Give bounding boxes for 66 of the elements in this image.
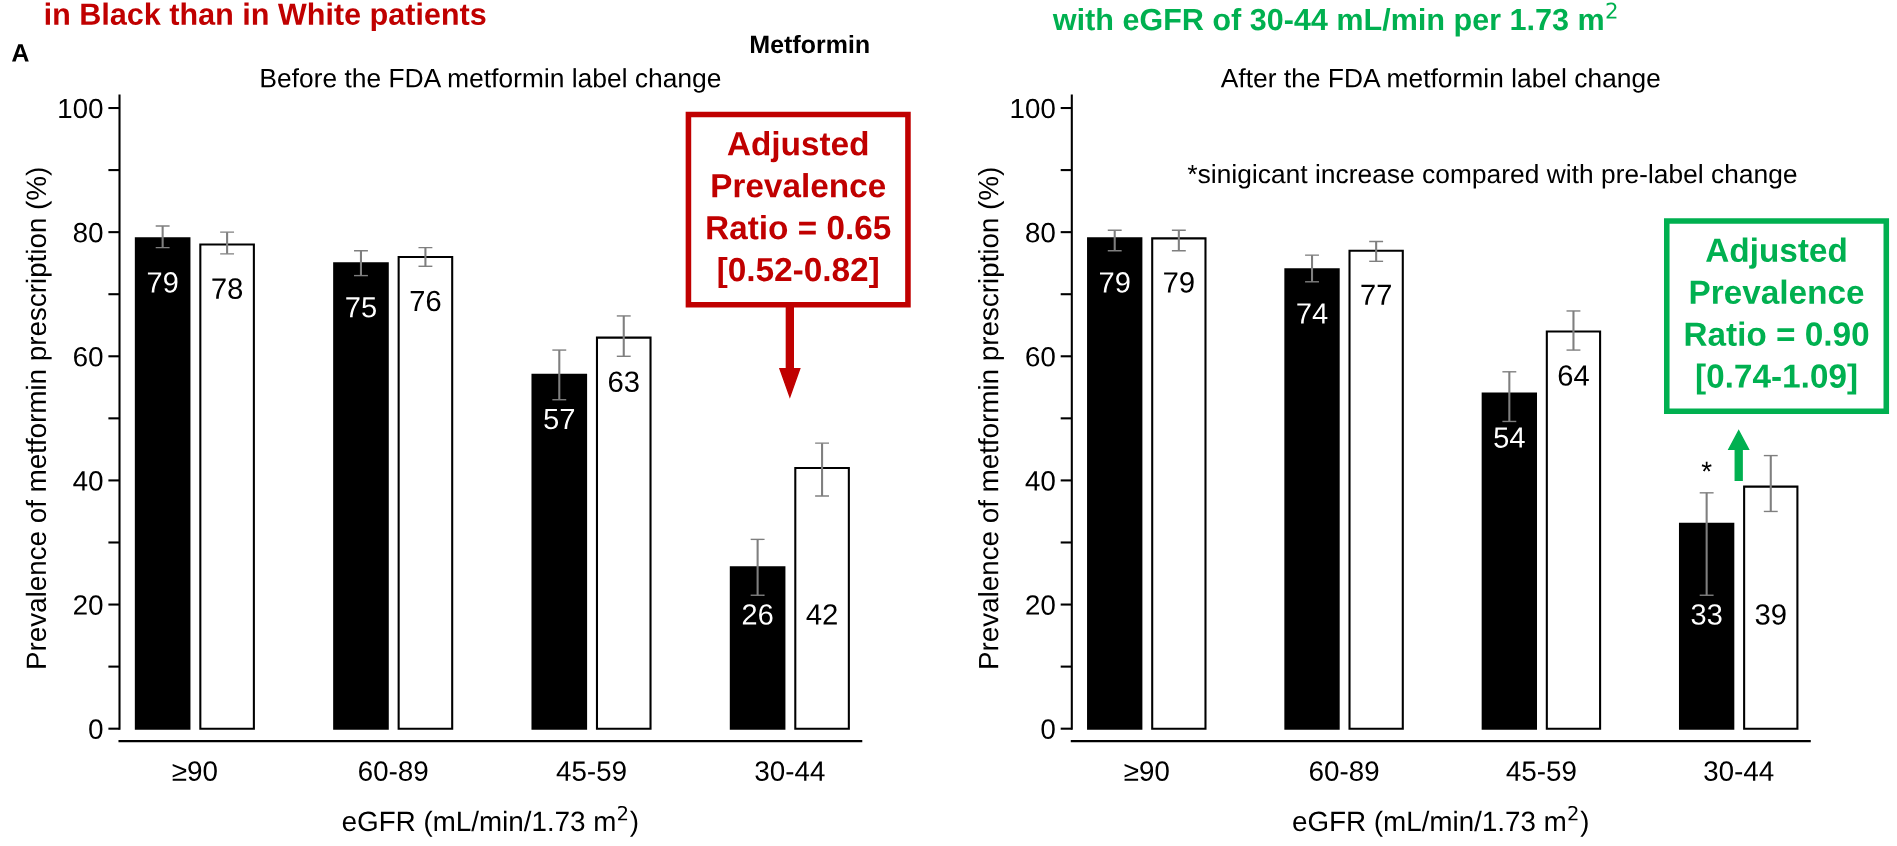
- y-tick-label: 0: [89, 719, 103, 740]
- bar: [397, 255, 454, 730]
- chart-title: Before the FDA metformin label change: [261, 68, 721, 93]
- bar: [531, 373, 588, 730]
- data-label: 76: [410, 290, 441, 312]
- data-label: 57: [544, 408, 575, 430]
- x-tick-label: ≥90: [1124, 761, 1169, 781]
- x-tick-label: 30-44: [1704, 761, 1774, 781]
- bar: [794, 466, 850, 730]
- y-axis-title: Prevalence of metformin prescription (%): [25, 168, 52, 668]
- annotation: Adjusted Prevalence Ratio = 0.90 [0.74-1.09]: [1685, 237, 1869, 395]
- x-tick-label: 30-44: [755, 761, 825, 781]
- text: with eGFR of 30-44 mL/min per 1.73 m$^{2}$: [1052, 2, 1617, 37]
- data-label: 42: [806, 604, 837, 625]
- x-tick-label: 60-89: [1309, 761, 1379, 781]
- data-label: 63: [609, 371, 639, 393]
- annotation: *: [1701, 461, 1712, 472]
- bar: [1743, 485, 1799, 730]
- y-tick-label: 60: [74, 346, 103, 367]
- y-axis-title: Prevalence of metformin prescription (%): [978, 168, 1004, 668]
- y-tick-label: 80: [73, 222, 103, 243]
- bar: [1481, 392, 1538, 730]
- bar: [595, 336, 652, 730]
- bar: [1087, 237, 1143, 730]
- bar: [134, 237, 191, 730]
- x-tick-label: 45-59: [1506, 761, 1576, 781]
- bar: [1348, 249, 1404, 730]
- data-label: 26: [742, 604, 773, 625]
- x-tick-label: 45-59: [556, 761, 626, 781]
- data-label: 64: [1558, 365, 1589, 386]
- chart-title: After the FDA metformin label change: [1220, 68, 1660, 93]
- y-tick-label: 20: [74, 595, 103, 615]
- bar: [1545, 330, 1602, 730]
- y-tick-label: 100: [59, 98, 103, 119]
- bar: [729, 566, 786, 730]
- bar: [1678, 522, 1735, 730]
- x-axis-title: eGFR (mL/min/1.73 m$^{2}$): [1293, 805, 1588, 837]
- data-label: 77: [1361, 284, 1391, 305]
- data-label: 79: [1099, 272, 1130, 293]
- x-axis-title: eGFR (mL/min/1.73 m$^{2}$): [342, 805, 638, 837]
- data-label: 74: [1297, 303, 1328, 324]
- text: A: [12, 44, 29, 62]
- data-label: 79: [147, 272, 178, 293]
- data-label: 79: [1164, 272, 1194, 293]
- bar: [333, 262, 389, 730]
- bar: [199, 243, 255, 730]
- text: in Black than in White patients: [45, 2, 486, 32]
- y-tick-label: 80: [1026, 222, 1055, 243]
- data-label: 78: [212, 278, 243, 299]
- x-tick-label: 60-89: [359, 761, 428, 781]
- data-label: 39: [1755, 604, 1786, 625]
- annotation: Adjusted Prevalence Ratio = 0.65 [0.52-0.82]: [707, 131, 891, 288]
- y-tick-label: 40: [73, 471, 103, 491]
- bar: [1151, 237, 1207, 730]
- data-label: 75: [346, 297, 376, 318]
- y-tick-label: 20: [1026, 595, 1055, 615]
- y-tick-label: 100: [1011, 98, 1055, 119]
- data-label: 33: [1691, 604, 1722, 625]
- bar: [1284, 268, 1340, 730]
- annotation: *sinigicant increase compared with pre-label change: [1187, 163, 1797, 189]
- x-tick-label: ≥90: [172, 761, 217, 781]
- data-label: 54: [1494, 427, 1525, 448]
- text: Metformin: [750, 34, 869, 54]
- y-tick-label: 60: [1026, 346, 1055, 367]
- y-tick-label: 40: [1025, 471, 1055, 491]
- y-tick-label: 0: [1041, 719, 1055, 740]
